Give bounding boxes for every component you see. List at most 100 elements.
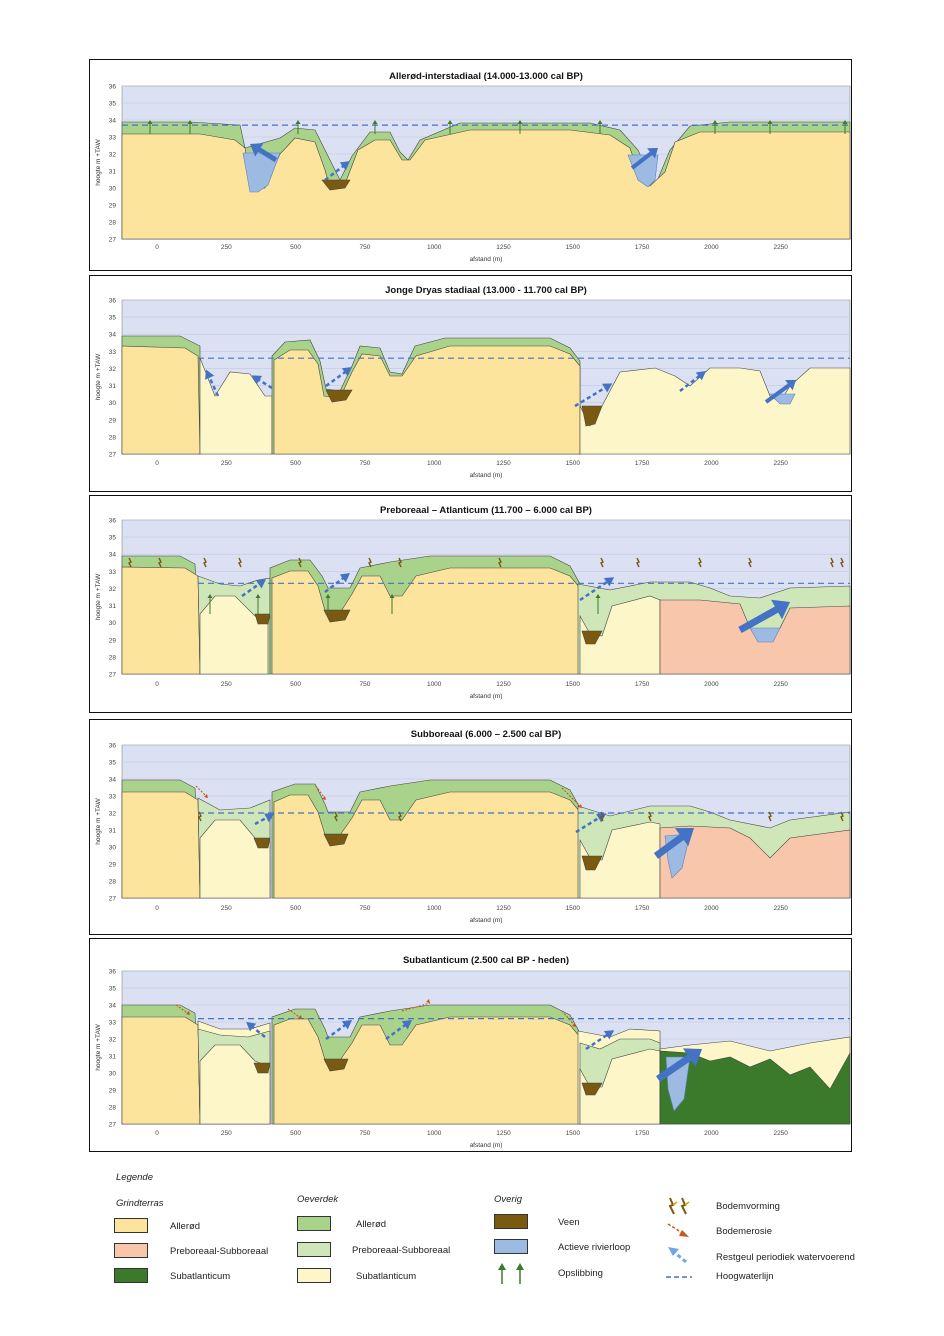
- restgeul-arrow: [579, 578, 611, 602]
- y-axis-label: hoogte m +TAW: [95, 797, 102, 844]
- y-tick-label: 34: [109, 332, 117, 339]
- profile-jonge-dryas: Jonge Dryas stadiaal (13.000 - 11.700 ca…: [95, 285, 851, 479]
- legend-restgeul: Restgeul periodiek watervoerend: [716, 1252, 855, 1263]
- flow-arrow: [653, 828, 694, 859]
- x-tick-label: 500: [290, 681, 301, 688]
- restgeul-arrow-head: [255, 579, 267, 589]
- x-tick-label: 250: [221, 1130, 232, 1137]
- y-tick-label: 31: [109, 169, 117, 176]
- y-tick-label: 29: [109, 417, 117, 424]
- flow-arrow: [764, 380, 796, 404]
- x-tick-label: 500: [290, 1130, 301, 1137]
- x-tick-label: 750: [359, 681, 370, 688]
- opslibbing-arrow-head: [517, 120, 523, 124]
- y-tick-label: 35: [109, 760, 117, 767]
- panel-title: Jonge Dryas stadiaal (13.000 - 11.700 ca…: [385, 285, 587, 296]
- bodemvorming-mark: [398, 811, 402, 822]
- y-tick-label: 33: [109, 135, 117, 142]
- legend-oever-preboreaal: Preboreaal-Subboreaal: [352, 1245, 451, 1256]
- x-axis-label: afstand (m): [470, 693, 503, 700]
- x-axis-label: afstand (m): [470, 917, 503, 924]
- restgeul-arrow: [325, 1021, 349, 1041]
- y-tick-label: 31: [109, 383, 117, 390]
- legend-bodemerosie: Bodemerosie: [716, 1226, 772, 1237]
- bodemvorming-mark: [398, 557, 402, 568]
- x-tick-label: 1000: [427, 681, 442, 688]
- veen: [581, 630, 603, 645]
- x-tick-label: 2250: [773, 244, 788, 251]
- legend-group-oeverdek: Oeverdek: [297, 1194, 339, 1205]
- x-tick-label: 1500: [566, 681, 581, 688]
- swatch-veen: [494, 1214, 528, 1229]
- y-tick-label: 30: [109, 845, 117, 852]
- bodemvorming-mark: [368, 557, 372, 568]
- opslibbing-arrow-head: [712, 120, 718, 124]
- x-axis-label: afstand (m): [470, 472, 503, 479]
- x-tick-label: 1500: [566, 1130, 581, 1137]
- panel-subboreaal: Subboreaal (6.000 – 2.500 cal BP) 36 35 34 3…: [89, 719, 852, 935]
- restgeul-arrow: [679, 373, 703, 392]
- x-tick-label: 250: [221, 905, 232, 912]
- x-tick-label: 1750: [635, 681, 650, 688]
- legend-veen: Veen: [558, 1217, 580, 1228]
- x-tick-label: 500: [290, 905, 301, 912]
- veen: [254, 613, 271, 625]
- x-tick-label: 1750: [635, 460, 650, 467]
- bodemerosie-mark: [401, 1002, 431, 1012]
- x-tick-label: 2250: [773, 1130, 788, 1137]
- bodemvorming-mark: [600, 557, 604, 568]
- y-tick-label: 34: [109, 552, 117, 559]
- opslibbing-arrow-head: [147, 120, 153, 124]
- veen: [581, 405, 603, 427]
- profile-subboreaal: Subboreaal (6.000 – 2.500 cal BP) 36 35 34 3…: [95, 729, 851, 924]
- y-axis-label: hoogte m +TAW: [95, 1023, 102, 1070]
- bodemerosie-head: [322, 796, 326, 800]
- legend-oever-subatlanticum: Subatlanticum: [356, 1271, 417, 1282]
- bodemerosie-icon: [667, 1223, 689, 1237]
- y-tick-label: 27: [109, 896, 117, 903]
- y-tick-label: 34: [109, 777, 117, 784]
- bodemerosie-head: [186, 1011, 190, 1015]
- y-tick-label: 35: [109, 535, 117, 542]
- flow-arrow: [656, 1048, 702, 1082]
- x-tick-label: 2000: [704, 460, 719, 467]
- x-tick-label: 250: [221, 460, 232, 467]
- y-axis-label: hoogte m +TAW: [95, 573, 102, 620]
- flow-arrow: [738, 599, 790, 634]
- bodemerosie-head: [204, 794, 208, 798]
- panel-allerod: Allerød-interstadiaal (14.000-13.000 cal…: [89, 59, 852, 271]
- y-tick-label: 27: [109, 452, 117, 459]
- restgeul-arrow: [585, 1031, 611, 1051]
- opslibbing-arrow-head: [372, 120, 378, 124]
- y-tick-label: 35: [109, 315, 117, 322]
- bodemvorming-mark: [600, 811, 604, 822]
- restgeul-arrow-head: [603, 577, 615, 587]
- restgeul-arrow-head: [251, 375, 263, 385]
- legend-group-grindterras: Grindterras: [116, 1198, 164, 1209]
- y-tick-label: 31: [109, 603, 117, 610]
- x-tick-label: 1750: [635, 244, 650, 251]
- y-tick-label: 31: [109, 828, 117, 835]
- y-tick-label: 28: [109, 879, 117, 886]
- y-tick-label: 29: [109, 1088, 117, 1095]
- y-tick-label: 28: [109, 654, 117, 661]
- veen: [325, 389, 353, 403]
- veen: [323, 1058, 349, 1072]
- veen: [253, 837, 271, 849]
- veen: [253, 1062, 271, 1074]
- x-tick-label: 1500: [566, 905, 581, 912]
- y-tick-label: 32: [109, 366, 117, 373]
- x-tick-label: 1750: [635, 905, 650, 912]
- swatch-grind-preboreaal: [114, 1243, 148, 1258]
- oeverdek-subatlanticum: [199, 819, 271, 899]
- legend-grind-allerod: Allerød: [170, 1221, 201, 1232]
- veen: [581, 1082, 603, 1096]
- restgeul-icon: [668, 1247, 687, 1264]
- x-tick-label: 2250: [773, 681, 788, 688]
- bodemerosie-head: [298, 1015, 302, 1019]
- bodemerosie-head: [572, 1023, 576, 1027]
- profile-preboreaal-atlanticum: Preboreaal – Atlanticum (11.700 – 6.000 …: [95, 505, 851, 700]
- y-tick-label: 32: [109, 811, 117, 818]
- y-tick-label: 28: [109, 1105, 117, 1112]
- y-tick-label: 36: [109, 969, 117, 976]
